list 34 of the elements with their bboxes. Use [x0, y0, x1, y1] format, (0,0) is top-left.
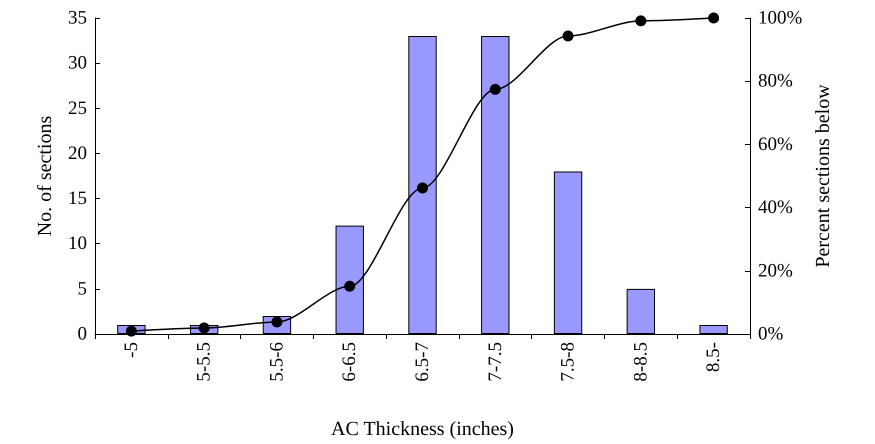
y2-tick-label: 40% — [758, 197, 793, 218]
y2-tick-label: 100% — [758, 8, 802, 28]
x-tick-label: 5.5-6 — [266, 342, 288, 382]
y-tick-label: 15 — [68, 188, 87, 210]
point — [708, 12, 720, 24]
x-tick-label: 8-8.5 — [630, 342, 652, 382]
point — [635, 15, 646, 26]
y2-tick-label: 80% — [758, 70, 793, 92]
x-tick-label: 6-6.5 — [339, 342, 360, 382]
x-tick-label: 8.5- — [703, 342, 724, 372]
y-tick-label: 0 — [78, 324, 87, 344]
y-tick-label: 10 — [68, 233, 87, 254]
point — [198, 322, 210, 334]
y-tick-label: 35 — [68, 8, 87, 28]
point — [562, 30, 574, 42]
y-axis-title: No. of sections — [34, 116, 56, 236]
x-tick-label: -5 — [120, 342, 142, 358]
x-axis-title: AC Thickness (inches) — [331, 418, 514, 440]
point — [417, 182, 428, 194]
y-tick-label: 25 — [68, 98, 87, 119]
y-tick-label: 30 — [68, 52, 87, 74]
x-tick-label: 7.5-8 — [558, 342, 579, 382]
y2-axis-title: Percent sections below — [812, 84, 834, 268]
x-tick-label: 5-5.5 — [194, 342, 215, 382]
y-tick-label: 5 — [78, 278, 87, 300]
point — [126, 326, 137, 337]
x-tick-label: 7-7.5 — [484, 342, 506, 382]
point — [344, 280, 356, 292]
y2-tick-label: 0% — [758, 324, 784, 344]
y2-tick-label: 20% — [758, 260, 793, 282]
x-tick-label: 6.5-7 — [412, 342, 433, 382]
point — [490, 84, 501, 95]
y2-tick-label: 60% — [758, 134, 793, 155]
y-tick-label: 20 — [68, 142, 87, 164]
